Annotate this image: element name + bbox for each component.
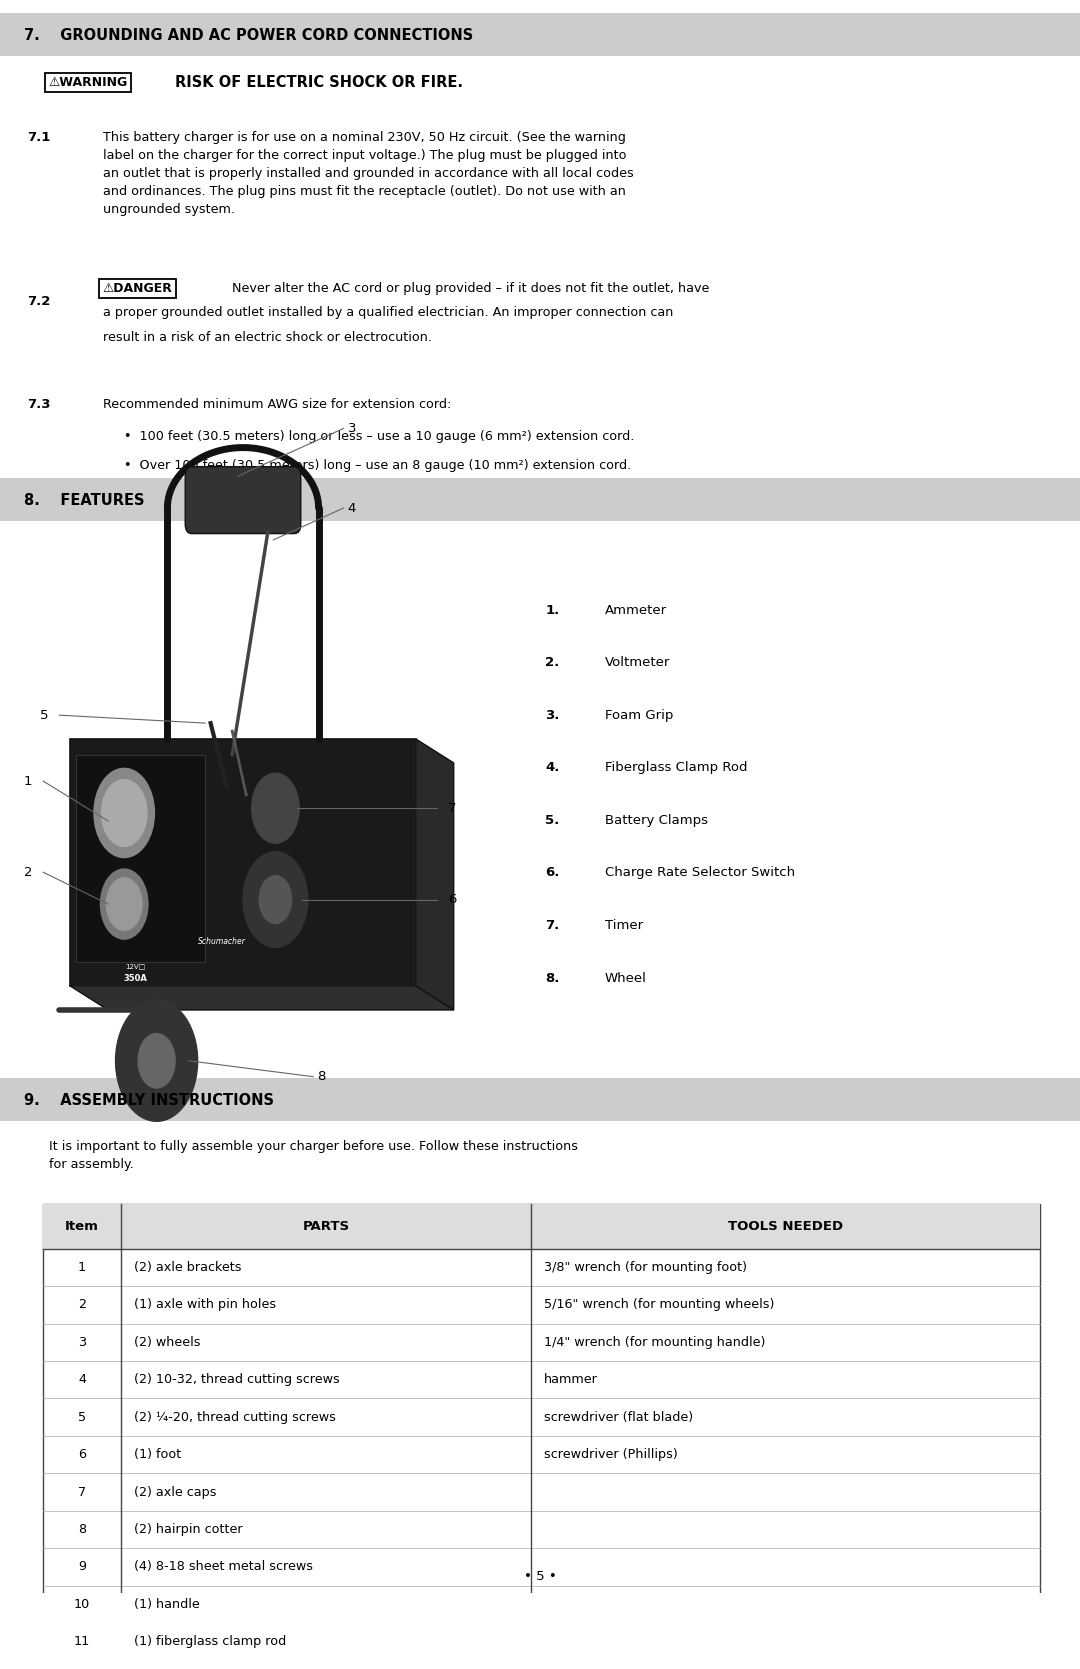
Text: 4: 4: [78, 1374, 86, 1387]
Polygon shape: [416, 739, 454, 1010]
Text: (2) wheels: (2) wheels: [134, 1335, 201, 1349]
Text: Battery Clamps: Battery Clamps: [605, 814, 707, 826]
Text: (2) hairpin cotter: (2) hairpin cotter: [134, 1524, 243, 1535]
Text: 6.: 6.: [545, 866, 559, 880]
Text: 3: 3: [78, 1335, 86, 1349]
Bar: [76, 754, 205, 961]
Text: Timer: Timer: [605, 920, 643, 931]
Text: 5/16" wrench (for mounting wheels): 5/16" wrench (for mounting wheels): [544, 1298, 774, 1312]
Text: 3/8" wrench (for mounting foot): 3/8" wrench (for mounting foot): [544, 1262, 747, 1273]
Bar: [0, 1078, 1080, 1122]
Text: 8.: 8.: [545, 971, 559, 985]
FancyBboxPatch shape: [186, 467, 300, 534]
Circle shape: [252, 773, 299, 843]
Text: • 5 •: • 5 •: [524, 1571, 556, 1584]
Text: 12V□: 12V□: [125, 963, 145, 970]
Circle shape: [243, 851, 308, 948]
Text: 7.1: 7.1: [27, 130, 51, 144]
Text: (2) 10-32, thread cutting screws: (2) 10-32, thread cutting screws: [134, 1374, 340, 1387]
Text: (2) axle brackets: (2) axle brackets: [134, 1262, 242, 1273]
Circle shape: [102, 779, 147, 846]
Text: 5: 5: [78, 1410, 86, 1424]
Text: a proper grounded outlet installed by a qualified electrician. An improper conne: a proper grounded outlet installed by a …: [103, 307, 673, 319]
Bar: [0, 477, 1080, 521]
Text: Item: Item: [65, 1220, 99, 1233]
Text: 5: 5: [40, 709, 49, 721]
Text: (1) handle: (1) handle: [134, 1597, 200, 1611]
Text: 6: 6: [78, 1449, 86, 1460]
Text: Schumacher: Schumacher: [198, 936, 245, 946]
Text: ⚠DANGER: ⚠DANGER: [103, 282, 173, 295]
Bar: [70, 739, 416, 986]
Text: 7: 7: [448, 801, 457, 814]
Circle shape: [94, 768, 154, 858]
Text: This battery charger is for use on a nominal 230V, 50 Hz circuit. (See the warni: This battery charger is for use on a nom…: [103, 130, 633, 215]
Text: 8: 8: [318, 1070, 326, 1083]
Bar: [43, 1203, 1040, 1669]
Text: 7.2: 7.2: [27, 295, 51, 307]
Bar: [43, 1203, 1040, 1248]
Text: Recommended minimum AWG size for extension cord:: Recommended minimum AWG size for extensi…: [103, 399, 451, 411]
Text: Never alter the AC cord or plug provided – if it does not fit the outlet, have: Never alter the AC cord or plug provided…: [232, 282, 710, 295]
Text: 4: 4: [348, 502, 356, 514]
Text: 1: 1: [78, 1262, 86, 1273]
Text: 9: 9: [78, 1561, 86, 1574]
Text: 1: 1: [24, 774, 32, 788]
Circle shape: [116, 1000, 198, 1122]
Text: screwdriver (Phillips): screwdriver (Phillips): [544, 1449, 678, 1460]
Text: 350A: 350A: [123, 975, 147, 983]
Text: 2: 2: [78, 1298, 86, 1312]
Text: Fiberglass Clamp Rod: Fiberglass Clamp Rod: [605, 761, 747, 774]
Text: 7.    GROUNDING AND AC POWER CORD CONNECTIONS: 7. GROUNDING AND AC POWER CORD CONNECTIO…: [24, 28, 473, 42]
Text: (2) ¼-20, thread cutting screws: (2) ¼-20, thread cutting screws: [134, 1410, 336, 1424]
Text: 1.: 1.: [545, 604, 559, 616]
Text: 7.3: 7.3: [27, 399, 51, 411]
Text: 10: 10: [73, 1597, 91, 1611]
Circle shape: [106, 878, 143, 930]
Bar: [0, 13, 1080, 55]
Text: •  Over 100 feet (30.5 meters) long – use an 8 gauge (10 mm²) extension cord.: • Over 100 feet (30.5 meters) long – use…: [124, 459, 632, 472]
Text: (4) 8-18 sheet metal screws: (4) 8-18 sheet metal screws: [134, 1561, 313, 1574]
Text: 11: 11: [73, 1636, 91, 1649]
Text: 2: 2: [24, 866, 32, 878]
Text: •  100 feet (30.5 meters) long or less – use a 10 gauge (6 mm²) extension cord.: • 100 feet (30.5 meters) long or less – …: [124, 431, 635, 442]
Text: Wheel: Wheel: [605, 971, 647, 985]
Text: 8: 8: [78, 1524, 86, 1535]
Text: RISK OF ELECTRIC SHOCK OR FIRE.: RISK OF ELECTRIC SHOCK OR FIRE.: [175, 75, 463, 90]
Text: 1/4" wrench (for mounting handle): 1/4" wrench (for mounting handle): [544, 1335, 766, 1349]
Text: 6: 6: [448, 893, 457, 906]
Text: PARTS: PARTS: [302, 1220, 350, 1233]
Text: 5.: 5.: [545, 814, 559, 826]
Text: 8.    FEATURES: 8. FEATURES: [24, 492, 145, 507]
Text: 2.: 2.: [545, 656, 559, 669]
Circle shape: [138, 1033, 175, 1088]
Text: It is important to fully assemble your charger before use. Follow these instruct: It is important to fully assemble your c…: [49, 1140, 578, 1172]
Text: Voltmeter: Voltmeter: [605, 656, 671, 669]
Text: 7: 7: [78, 1485, 86, 1499]
Text: result in a risk of an electric shock or electrocution.: result in a risk of an electric shock or…: [103, 330, 432, 344]
Text: screwdriver (flat blade): screwdriver (flat blade): [544, 1410, 693, 1424]
Text: 4.: 4.: [545, 761, 559, 774]
Polygon shape: [70, 986, 454, 1010]
Text: (1) foot: (1) foot: [134, 1449, 181, 1460]
Text: ⚠WARNING: ⚠WARNING: [49, 77, 127, 90]
Text: Charge Rate Selector Switch: Charge Rate Selector Switch: [605, 866, 795, 880]
Circle shape: [100, 870, 148, 940]
Text: (1) fiberglass clamp rod: (1) fiberglass clamp rod: [134, 1636, 286, 1649]
Text: 7.: 7.: [545, 920, 559, 931]
Text: Foam Grip: Foam Grip: [605, 709, 673, 721]
Text: 3.: 3.: [545, 709, 559, 721]
Text: Ammeter: Ammeter: [605, 604, 667, 616]
Circle shape: [259, 876, 292, 923]
Text: (2) axle caps: (2) axle caps: [134, 1485, 216, 1499]
Text: TOOLS NEEDED: TOOLS NEEDED: [728, 1220, 843, 1233]
Text: hammer: hammer: [544, 1374, 598, 1387]
Text: 9.    ASSEMBLY INSTRUCTIONS: 9. ASSEMBLY INSTRUCTIONS: [24, 1093, 273, 1108]
Text: 3: 3: [348, 422, 356, 436]
Text: (1) axle with pin holes: (1) axle with pin holes: [134, 1298, 276, 1312]
